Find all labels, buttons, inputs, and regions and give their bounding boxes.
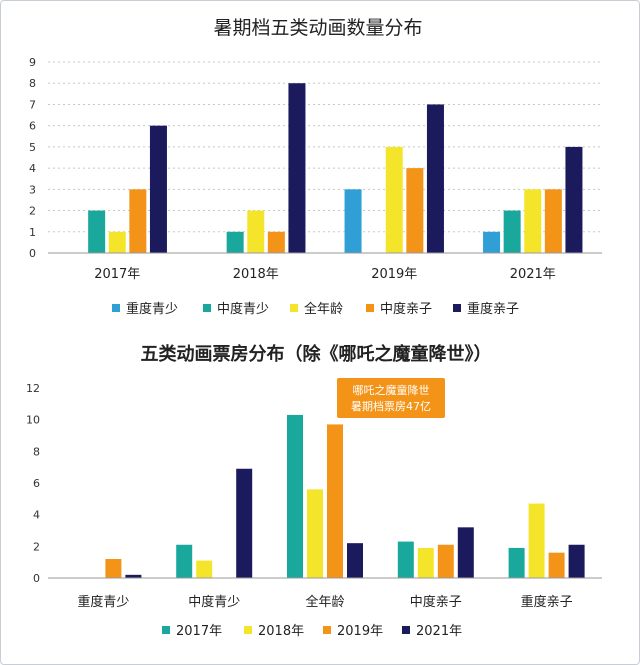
bar	[327, 424, 343, 578]
chart1-title: 暑期档五类动画数量分布	[213, 17, 422, 39]
bar	[565, 146, 583, 253]
chart2-title: 五类动画票房分布（除《哪吒之魔童降世》）	[141, 343, 492, 365]
x-tick-label: 重度亲子	[521, 594, 573, 610]
bar	[347, 543, 363, 578]
bar	[105, 559, 122, 578]
legend-swatch	[402, 626, 410, 634]
y-tick-label: 3	[29, 183, 36, 196]
y-tick-label: 12	[26, 382, 40, 395]
bar	[149, 125, 167, 253]
bar	[528, 503, 545, 578]
legend-swatch	[366, 304, 374, 312]
bar	[196, 560, 213, 578]
x-tick-label: 中度亲子	[410, 594, 462, 610]
legend-swatch	[162, 626, 170, 634]
y-tick-label: 2	[33, 540, 40, 553]
y-tick-label: 7	[29, 98, 36, 111]
legend-label: 2021年	[416, 624, 462, 639]
y-tick-label: 2	[29, 205, 36, 218]
x-tick-label: 2021年	[510, 267, 556, 282]
annotation-box	[337, 378, 445, 418]
legend-label: 中度亲子	[380, 301, 432, 317]
boxoffice-chart: 五类动画票房分布（除《哪吒之魔童降世》） 0 2 4 6 8 10 12 重度青少 中度青少 全年…	[26, 343, 602, 639]
legend-label: 重度亲子	[467, 301, 519, 317]
y-tick-label: 9	[29, 56, 36, 69]
bar	[524, 189, 542, 253]
bar	[457, 527, 474, 578]
quantity-chart: 暑期档五类动画数量分布 0 1 2 3 4 5 6 7 8 9 2017年 2018年 2019年 202…	[29, 17, 602, 317]
bar	[226, 231, 244, 253]
y-tick-label: 10	[26, 414, 40, 427]
bar	[108, 231, 126, 253]
legend-label: 2018年	[258, 624, 304, 639]
y-tick-label: 0	[29, 247, 36, 260]
bar	[267, 231, 285, 253]
legend-label: 2017年	[176, 624, 222, 639]
bar	[503, 210, 521, 253]
annotation-text: 哪吒之魔童降世	[353, 383, 430, 397]
bar	[385, 146, 403, 253]
x-tick-label: 中度青少	[188, 594, 240, 610]
y-tick-label: 1	[29, 226, 36, 239]
legend-swatch	[323, 626, 331, 634]
legend-label: 中度青少	[217, 301, 269, 317]
y-tick-label: 6	[29, 120, 36, 133]
bar	[437, 544, 454, 578]
bar	[397, 541, 414, 578]
legend-swatch	[203, 304, 211, 312]
x-tick-label: 2018年	[233, 267, 279, 282]
bar	[406, 168, 424, 253]
bar	[344, 189, 362, 253]
legend-swatch	[244, 626, 252, 634]
y-tick-label: 5	[29, 141, 36, 154]
legend-label: 全年龄	[304, 301, 343, 317]
bar	[287, 414, 303, 578]
bar	[176, 544, 193, 578]
annotation-text: 暑期档票房47亿	[351, 399, 431, 413]
bar	[483, 231, 501, 253]
y-tick-label: 8	[33, 445, 40, 458]
legend-swatch	[453, 304, 461, 312]
bar	[426, 104, 444, 253]
bar	[417, 547, 434, 578]
bar	[236, 468, 253, 578]
bar	[307, 489, 323, 578]
legend-swatch	[290, 304, 298, 312]
y-tick-label: 4	[33, 509, 40, 522]
bar	[129, 189, 147, 253]
x-tick-label: 2017年	[94, 267, 140, 282]
bar	[288, 83, 306, 253]
bar	[544, 189, 562, 253]
bar	[125, 574, 142, 578]
legend-swatch	[112, 304, 120, 312]
bar	[247, 210, 265, 253]
legend-label: 2019年	[337, 624, 383, 639]
x-tick-label: 重度青少	[77, 594, 129, 610]
y-tick-label: 4	[29, 162, 36, 175]
y-tick-label: 8	[29, 77, 36, 90]
legend-label: 重度青少	[126, 301, 178, 317]
bar	[548, 552, 565, 578]
bar	[508, 547, 525, 578]
y-tick-label: 0	[33, 572, 40, 585]
x-tick-label: 2019年	[371, 267, 417, 282]
y-tick-label: 6	[33, 477, 40, 490]
x-tick-label: 全年龄	[305, 594, 344, 610]
bar	[88, 210, 106, 253]
bar	[568, 544, 585, 578]
